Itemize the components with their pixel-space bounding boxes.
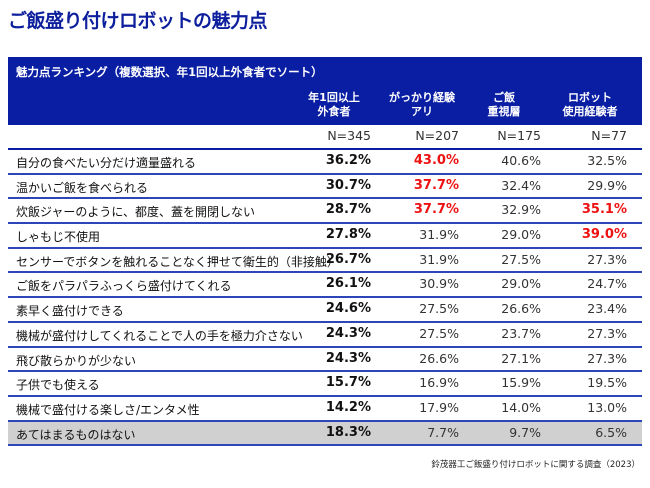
cell-value: 27.3% (587, 251, 627, 267)
cell-value: 31.9% (419, 251, 459, 267)
cell-value: 31.9% (419, 227, 459, 243)
table-row: センサーでボタンを触れることなく押せて衛生的（非接触） 26.7% 31.9% 27.… (8, 249, 642, 274)
cell-value: 29.0% (501, 227, 541, 243)
cell-value: 30.9% (419, 276, 459, 292)
cell-value: 27.3% (587, 325, 627, 341)
column-header: ロボット 使用経験者 (562, 91, 618, 118)
table-row: 子供でも使える 15.7% 16.9% 15.9% 19.5% (8, 372, 642, 397)
cell-value: 6.5% (595, 424, 627, 440)
column-header: 年1回以上 外食者 (308, 91, 360, 118)
table-caption: 魅力点ランキング（複数選択、年1回以上外食者でソート） (16, 65, 323, 79)
cell-value: 9.7% (509, 424, 541, 440)
row-label: しゃもじ不使用 (16, 230, 101, 245)
row-label: 飛び散らかりが少ない (16, 353, 137, 368)
cell-value: 15.9% (501, 375, 541, 391)
cell-value: 27.1% (501, 350, 541, 366)
cell-value: 39.0% (581, 227, 627, 243)
table-row: しゃもじ不使用 27.8% 31.9% 29.0% 39.0% (8, 224, 642, 249)
source-note: 鈴茂器工ご飯盛り付けロボットに関する調査（2023） (431, 460, 640, 470)
cell-value: 40.6% (501, 153, 541, 168)
sample-size: N=77 (591, 128, 627, 143)
row-label: 子供でも使える (16, 378, 100, 393)
cell-value: 24.7% (587, 276, 627, 292)
table-row: あてはまるものはない 18.3% 7.7% 9.7% 6.5% (8, 421, 642, 447)
cell-value: 27.5% (501, 251, 541, 267)
cell-value: 26.7% (325, 251, 371, 267)
column-header: ご飯 重視層 (487, 91, 521, 118)
table-row: 炊飯ジャーのように、都度、蓋を開閉しない 28.7% 37.7% 32.9% 35.1% (8, 199, 642, 225)
cell-value: 32.5% (587, 153, 627, 168)
cell-value: 43.0% (413, 153, 459, 168)
cell-value: 37.7% (413, 177, 459, 193)
column-header: がっかり経験 アリ (389, 91, 455, 118)
table-row: 自分の食べたい分だけ適量盛れる 36.2% 43.0% 40.6% 32.5% (8, 150, 642, 175)
cell-value: 36.2% (325, 153, 371, 168)
page-title: ご飯盛り付けロボットの魅力点 (8, 10, 268, 32)
cell-value: 24.3% (325, 325, 371, 341)
cell-value: 13.0% (587, 399, 627, 415)
cell-value: 32.4% (501, 177, 541, 193)
cell-value: 15.7% (325, 375, 371, 391)
table-header: 魅力点ランキング（複数選択、年1回以上外食者でソート） 年1回以上 外食者 がっか… (8, 57, 642, 125)
ranking-table: 魅力点ランキング（複数選択、年1回以上外食者でソート） 年1回以上 外食者 がっか… (8, 57, 642, 447)
row-label: 機械が盛付けしてくれることで人の手を極力介さない (16, 328, 303, 343)
row-label: 炊飯ジャーのように、都度、蓋を開閉しない (16, 205, 256, 220)
cell-value: 27.3% (587, 350, 627, 366)
sample-size: N=207 (415, 128, 459, 143)
row-label: 機械で盛付ける楽しさ/エンタメ性 (16, 402, 200, 417)
cell-value: 27.8% (325, 227, 371, 243)
cell-value: 32.9% (501, 202, 541, 218)
cell-value: 30.7% (325, 177, 371, 193)
row-label: 素早く盛付けできる (16, 304, 124, 319)
cell-value: 26.6% (419, 350, 459, 366)
table-row: ご飯をパラパラふっくら盛付けてくれる 26.1% 30.9% 29.0% 24.7% (8, 273, 642, 299)
cell-value: 17.9% (419, 399, 459, 415)
cell-value: 26.6% (501, 301, 541, 317)
cell-value: 23.7% (501, 325, 541, 341)
row-label: 温かいご飯を食べられる (16, 180, 149, 195)
cell-value: 29.9% (587, 177, 627, 193)
cell-value: 19.5% (587, 375, 627, 391)
table-row: 温かいご飯を食べられる 30.7% 37.7% 32.4% 29.9% (8, 175, 642, 200)
cell-value: 27.5% (419, 301, 459, 317)
cell-value: 24.3% (325, 350, 371, 366)
row-label: ご飯をパラパラふっくら盛付けてくれる (16, 279, 232, 294)
sample-size-row: N=345 N=207 N=175 N=77 (8, 125, 642, 150)
cell-value: 29.0% (501, 276, 541, 292)
sample-size: N=345 (327, 128, 371, 143)
cell-value: 35.1% (581, 202, 627, 218)
cell-value: 26.1% (325, 276, 371, 292)
cell-value: 18.3% (325, 424, 371, 440)
cell-value: 28.7% (325, 202, 371, 218)
row-label: センサーでボタンを触れることなく押せて衛生的（非接触） (16, 254, 339, 269)
cell-value: 14.0% (501, 399, 541, 415)
cell-value: 37.7% (413, 202, 459, 218)
row-label: 自分の食べたい分だけ適量盛れる (16, 156, 197, 170)
table-row: 機械で盛付ける楽しさ/エンタメ性 14.2% 17.9% 14.0% 13.0% (8, 397, 642, 422)
table-row: 機械が盛付けしてくれることで人の手を極力介さない 24.3% 27.5% 23.7% 2… (8, 323, 642, 348)
cell-value: 14.2% (325, 399, 371, 415)
cell-value: 7.7% (427, 424, 459, 440)
cell-value: 24.6% (325, 301, 371, 317)
cell-value: 16.9% (419, 375, 459, 391)
table-row: 飛び散らかりが少ない 24.3% 26.6% 27.1% 27.3% (8, 348, 642, 373)
sample-size: N=175 (497, 128, 541, 143)
cell-value: 27.5% (419, 325, 459, 341)
row-label: あてはまるものはない (16, 427, 136, 442)
cell-value: 23.4% (587, 301, 627, 317)
table-row: 素早く盛付けできる 24.6% 27.5% 26.6% 23.4% (8, 298, 642, 323)
